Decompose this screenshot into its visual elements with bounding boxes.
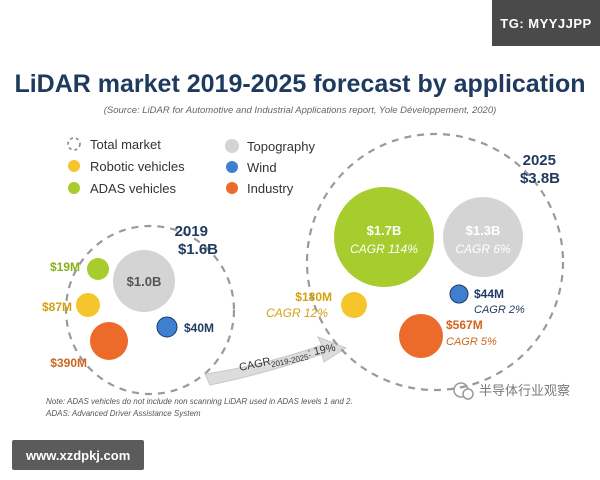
cluster-2025: 2025 $3.8B $1.7B CAGR 114% $1.3B CAGR 6%… — [266, 132, 565, 392]
year-label-2019: 2019 — [175, 223, 208, 240]
wechat-watermark: 半导体行业观察 — [453, 382, 570, 400]
footnote-line-2: ADAS: Advanced Driver Assistance System — [45, 409, 201, 418]
value-2019-adas: $19M — [50, 260, 80, 274]
legend-marker-topography — [225, 139, 239, 153]
total-label-2025: $3.8B — [520, 170, 560, 187]
year-label-2025: 2025 — [523, 152, 556, 169]
cagr-arrow: CAGR2019-2025: 19% — [204, 336, 348, 386]
bubble-2019-wind — [156, 316, 178, 338]
total-circle-2019 — [64, 224, 236, 396]
legend-marker-industry — [226, 182, 238, 194]
chart-subtitle: (Source: LiDAR for Automotive and Indust… — [104, 105, 497, 116]
bubble-2019-topography — [113, 250, 175, 312]
wechat-watermark-text: 半导体行业观察 — [479, 384, 570, 399]
value-2019-robotic: $87M — [42, 300, 72, 314]
cagr-arrow-shape — [204, 336, 348, 386]
value-2019-industry: $390M — [50, 356, 87, 370]
bubble-2025-robotic — [341, 292, 367, 318]
legend-label-adas: ADAS vehicles — [90, 181, 176, 196]
cagr-2025-topography: CAGR 6% — [455, 242, 511, 256]
legend-marker-adas — [68, 182, 80, 194]
bubble-2025-adas — [334, 187, 434, 287]
bubble-2025-topography — [443, 197, 523, 277]
legend-label-total: Total market — [90, 137, 161, 152]
value-2025-industry: $567M — [446, 318, 483, 332]
cagr-2025-adas: CAGR 114% — [350, 242, 418, 256]
top-right-watermark: TG: MYYJJPP — [492, 0, 600, 46]
legend-label-topography: Topography — [247, 139, 315, 154]
legend-marker-robotic — [68, 160, 80, 172]
value-2025-wind: $44M — [474, 287, 504, 301]
total-label-2019: $1.6B — [178, 241, 218, 258]
cagr-2025-industry: CAGR 5% — [446, 336, 497, 348]
legend-label-industry: Industry — [247, 181, 294, 196]
cluster-2019: 2019 $1.6B $1.0B $19M $87M $40M $390M — [42, 223, 236, 396]
value-2025-robotic: $180M — [295, 290, 332, 304]
bubble-2019-industry — [90, 322, 128, 360]
bubble-2025-wind — [449, 284, 469, 304]
wechat-icon-small — [462, 388, 474, 400]
value-2019-wind: $40M — [184, 321, 214, 335]
legend-marker-total — [67, 137, 81, 151]
cagr-2025-wind: CAGR 2% — [474, 304, 525, 316]
bubble-2019-adas — [87, 258, 109, 280]
legend-label-wind: Wind — [247, 160, 277, 175]
value-2025-adas: $1.7B — [367, 223, 402, 238]
value-2025-topography: $1.3B — [466, 223, 501, 238]
value-2019-topography: $1.0B — [127, 274, 162, 289]
chart-title: LiDAR market 2019-2025 forecast by appli… — [14, 70, 585, 98]
cagr-2025-robotic: CAGR 12% — [266, 306, 328, 320]
total-circle-2025 — [305, 132, 565, 392]
legend-marker-wind — [226, 161, 238, 173]
bubble-2025-industry — [399, 314, 443, 358]
legend-label-robotic: Robotic vehicles — [90, 159, 185, 174]
bottom-left-watermark: www.xzdpkj.com — [12, 440, 145, 470]
cagr-arrow-label: CAGR2019-2025: 19% — [238, 342, 337, 376]
footnote-line-1: Note: ADAS vehicles do not include non s… — [46, 397, 353, 406]
bubble-2019-robotic — [76, 293, 100, 317]
legend: Total market Robotic vehicles ADAS vehic… — [67, 137, 315, 196]
